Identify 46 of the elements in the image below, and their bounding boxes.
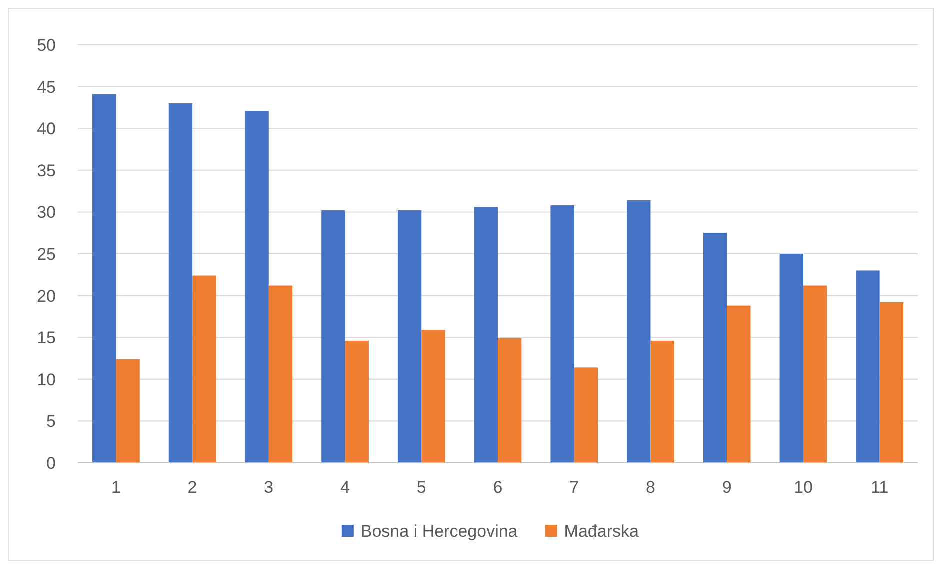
y-tick-label: 15 [37, 328, 56, 348]
x-tick-label: 3 [264, 478, 274, 497]
bar [550, 206, 574, 463]
x-tick-label: 9 [722, 478, 732, 497]
x-tick-label: 11 [870, 478, 889, 497]
bar [422, 330, 446, 463]
x-tick-label: 2 [188, 478, 198, 497]
bar [650, 340, 674, 463]
legend-label: Mađarska [564, 522, 640, 541]
y-tick-label: 30 [37, 203, 56, 222]
bar [192, 276, 216, 463]
bar [727, 306, 751, 463]
bar [803, 286, 828, 463]
bar [856, 270, 880, 463]
bar [322, 210, 346, 463]
bar [245, 111, 269, 463]
bar [574, 368, 598, 463]
x-tick-label: 6 [493, 478, 503, 497]
y-tick-label: 10 [37, 370, 56, 390]
bar [880, 302, 904, 463]
x-tick-label: 8 [646, 478, 656, 497]
bar [703, 233, 728, 463]
y-tick-label: 20 [37, 286, 56, 306]
legend-label: Bosna i Hercegovina [360, 522, 518, 541]
bar [627, 200, 651, 463]
y-tick-label: 35 [37, 161, 56, 180]
bar [168, 104, 193, 463]
bar [116, 359, 140, 463]
bar [780, 254, 804, 463]
y-tick-label: 40 [37, 120, 56, 139]
bar [498, 338, 522, 463]
bar [268, 286, 293, 463]
bar [474, 207, 498, 463]
y-tick-label: 45 [37, 78, 56, 97]
y-tick-label: 50 [37, 36, 56, 55]
x-tick-label: 10 [794, 478, 813, 497]
x-tick-label: 4 [340, 478, 350, 497]
bar [92, 94, 116, 463]
x-tick-label: 1 [111, 478, 121, 497]
x-tick-label: 5 [416, 478, 426, 497]
bar [345, 340, 369, 463]
y-tick-label: 25 [37, 244, 56, 264]
bar [398, 210, 422, 463]
y-tick-label: 5 [46, 412, 56, 432]
y-tick-label: 0 [46, 454, 56, 473]
x-tick-label: 7 [570, 478, 580, 497]
